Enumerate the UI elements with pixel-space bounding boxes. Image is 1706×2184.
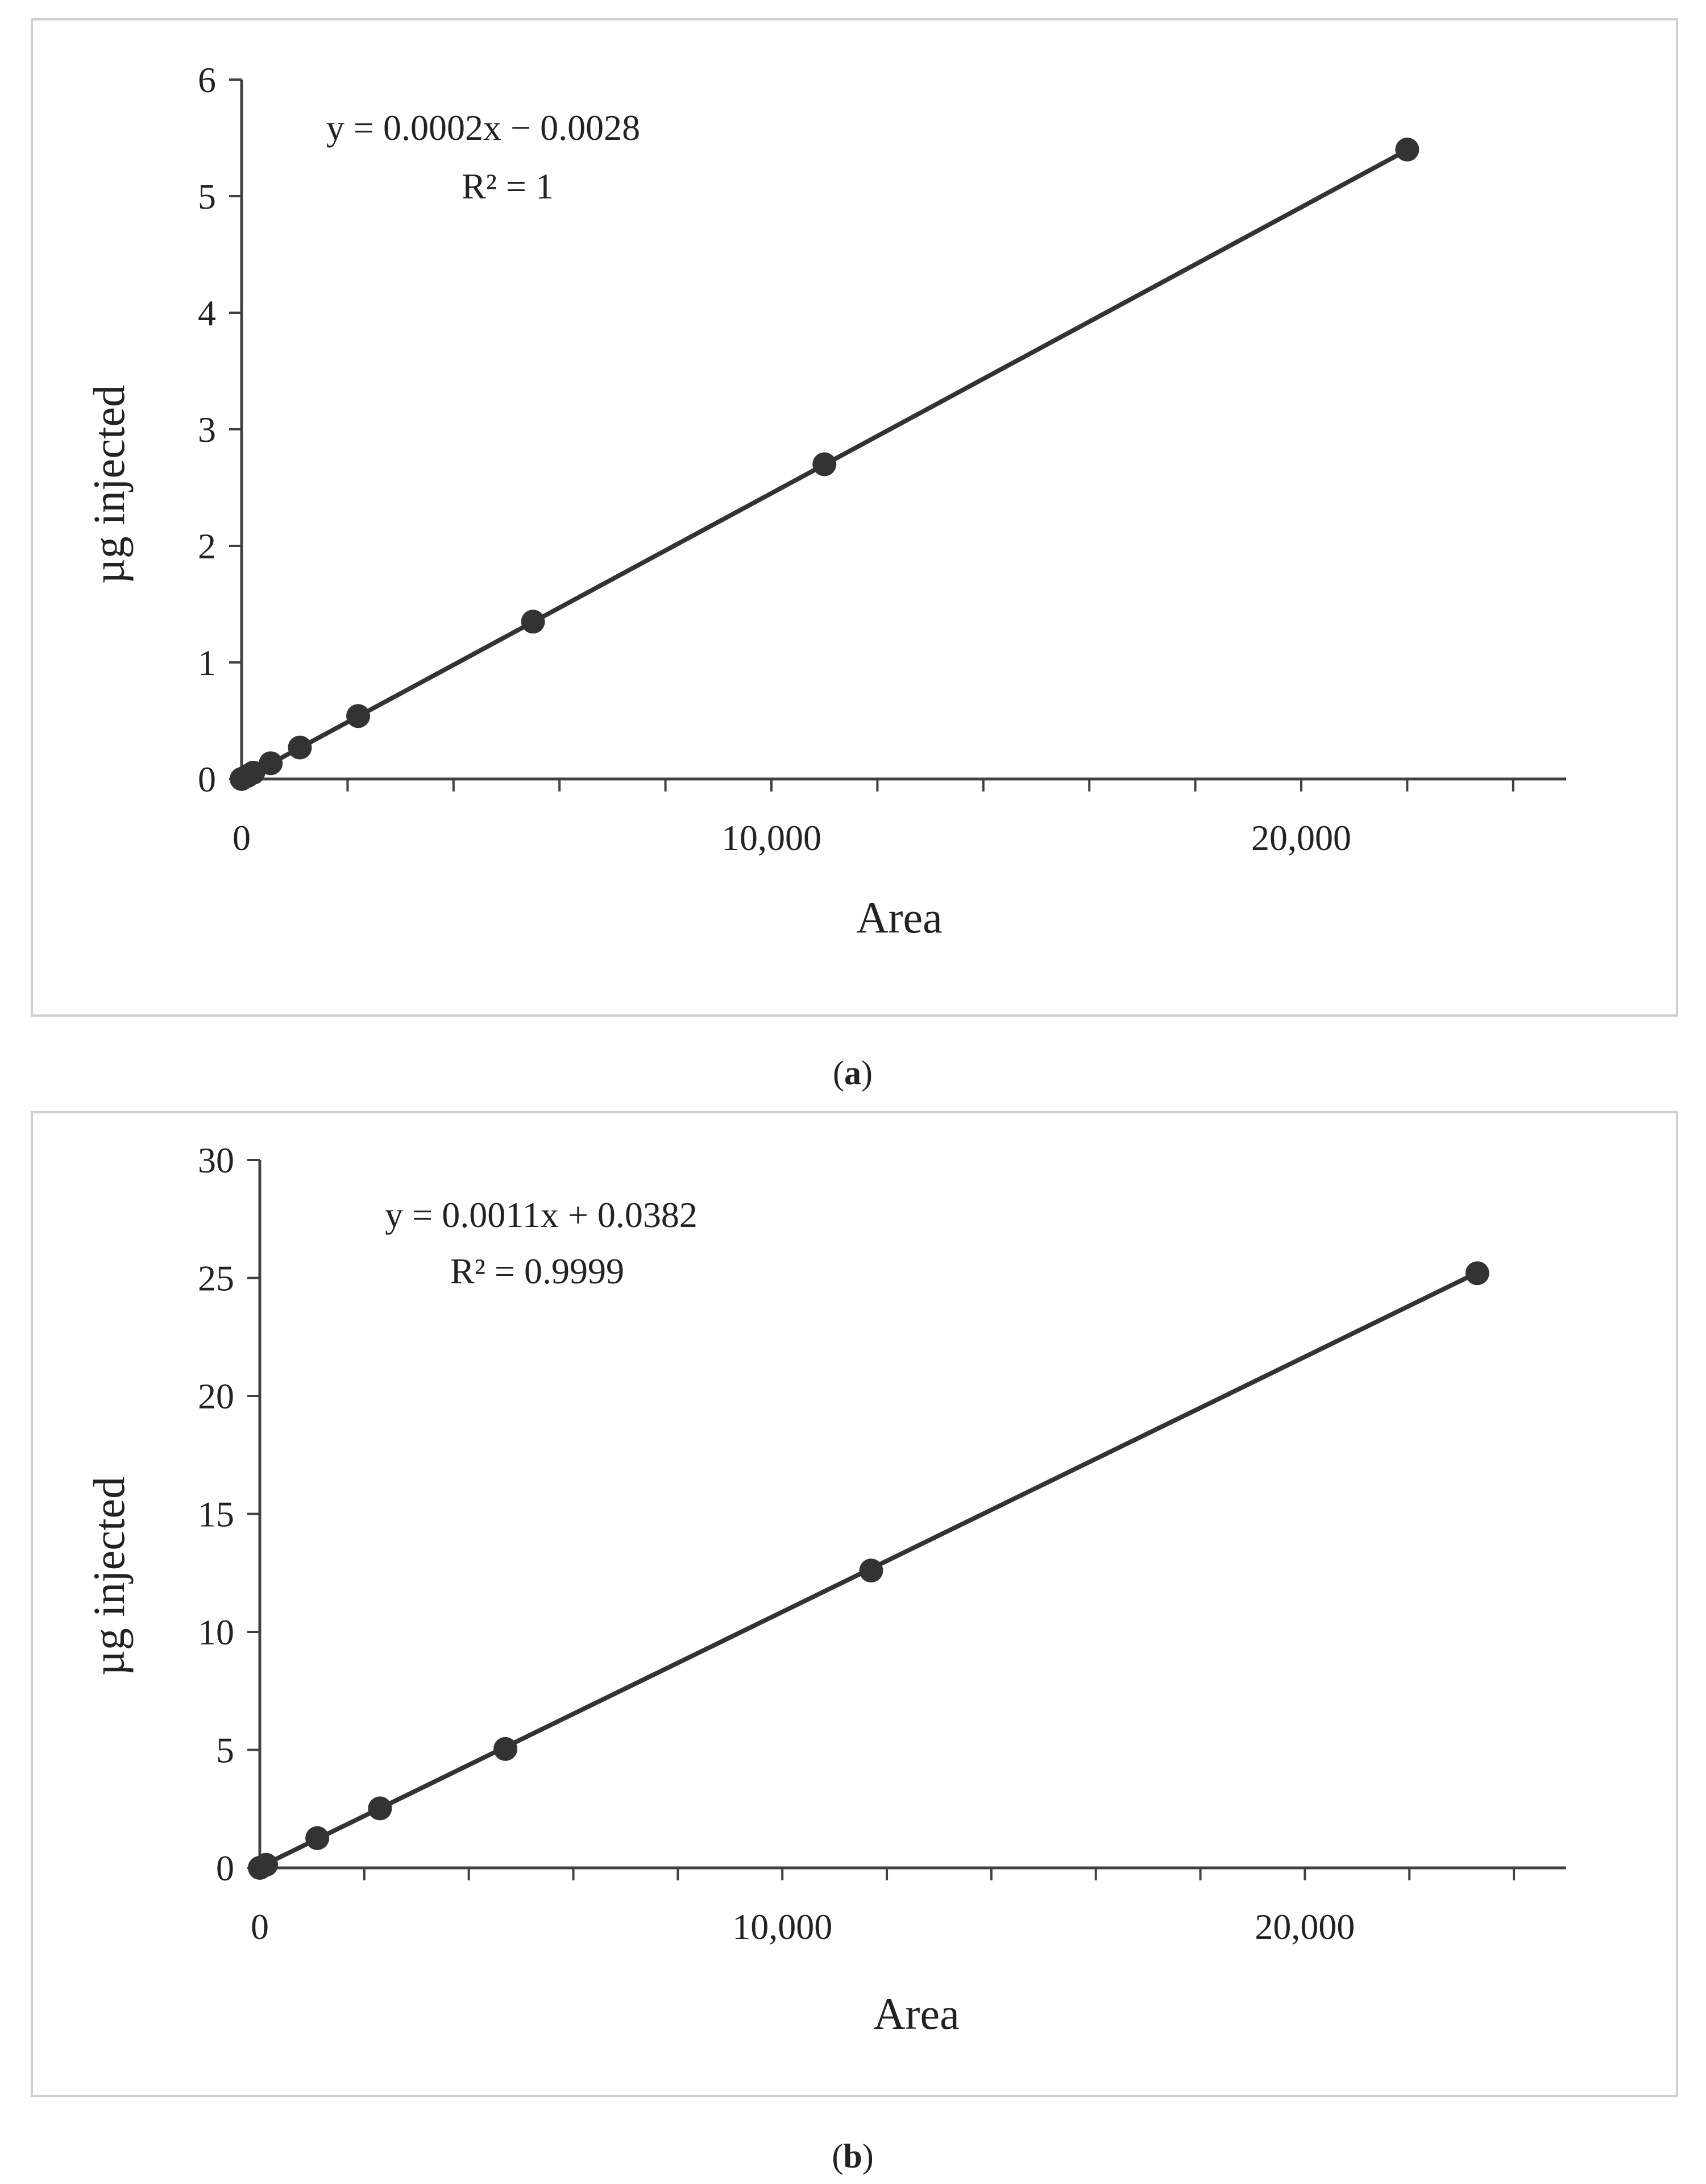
caption-a: (a) [833, 1054, 873, 1092]
plot-area-b: 0 5 10 15 20 25 30 0 10,000 20,000 [198, 1140, 1566, 1947]
r-squared-label-a: R² = 1 [462, 166, 554, 206]
y-tick-label-b: 25 [198, 1258, 234, 1299]
chart-panel-b: 0 5 10 15 20 25 30 0 10,000 20,000 y = 0.0011x + … [31, 1111, 1678, 2175]
data-point-b [368, 1796, 392, 1821]
x-tick-label-b: 10,000 [732, 1907, 832, 1947]
data-point-a [521, 610, 545, 634]
chart-frame-a [31, 18, 1678, 1017]
caption-a-letter: a [844, 1054, 861, 1092]
y-tick-label-a: 2 [198, 526, 216, 566]
x-tick-label-b: 20,000 [1255, 1907, 1355, 1947]
y-tick-label-a: 3 [198, 409, 216, 450]
r-squared-label-b: R² = 0.9999 [450, 1251, 624, 1291]
y-tick-label-b: 10 [198, 1612, 234, 1652]
x-tick-label-b: 0 [251, 1907, 269, 1947]
y-axis-title-a: µg injected [84, 385, 134, 584]
equation-label-a: y = 0.0002x − 0.0028 [326, 107, 640, 148]
x-axis-title-a: Area [856, 893, 943, 942]
y-tick-label-a: 4 [198, 293, 216, 333]
data-point-a [346, 704, 371, 728]
equation-label-b: y = 0.0011x + 0.0382 [385, 1195, 698, 1235]
caption-b: (b) [832, 2137, 873, 2175]
data-point-a [288, 735, 312, 760]
data-point-b [254, 1853, 279, 1877]
y-tick-label-b: 30 [198, 1140, 234, 1180]
x-tick-label-a: 20,000 [1251, 818, 1351, 858]
y-tick-label-b: 0 [216, 1848, 234, 1888]
y-tick-label-b: 20 [198, 1376, 234, 1416]
data-point-a [241, 760, 265, 785]
y-tick-label-b: 15 [198, 1494, 234, 1535]
data-point-a [259, 751, 283, 776]
y-tick-label-a: 5 [198, 176, 216, 217]
y-tick-label-b: 5 [216, 1730, 234, 1771]
data-point-b [859, 1559, 883, 1583]
x-axis-title-b: Area [873, 1989, 960, 2038]
x-tick-label-a: 10,000 [721, 818, 821, 858]
data-point-a [812, 452, 837, 476]
caption-b-letter: b [843, 2137, 862, 2175]
plot-area-a: 0 1 2 3 4 5 6 0 10,000 20,000 [198, 60, 1566, 858]
data-point-b [493, 1737, 518, 1761]
x-tick-label-a: 0 [233, 818, 251, 858]
y-tick-label-a: 6 [198, 60, 216, 100]
chart-panel-a: 0 1 2 3 4 5 6 0 10,000 20,000 y = 0.0002x − 0.002… [31, 18, 1678, 1092]
y-axis-title-b: µg injected [84, 1477, 134, 1676]
chart-frame-b [31, 1111, 1678, 2097]
data-point-b [1465, 1261, 1489, 1286]
y-tick-label-a: 0 [198, 759, 216, 799]
data-point-a [1395, 138, 1419, 161]
data-point-b [305, 1826, 330, 1850]
y-tick-label-a: 1 [198, 643, 216, 683]
